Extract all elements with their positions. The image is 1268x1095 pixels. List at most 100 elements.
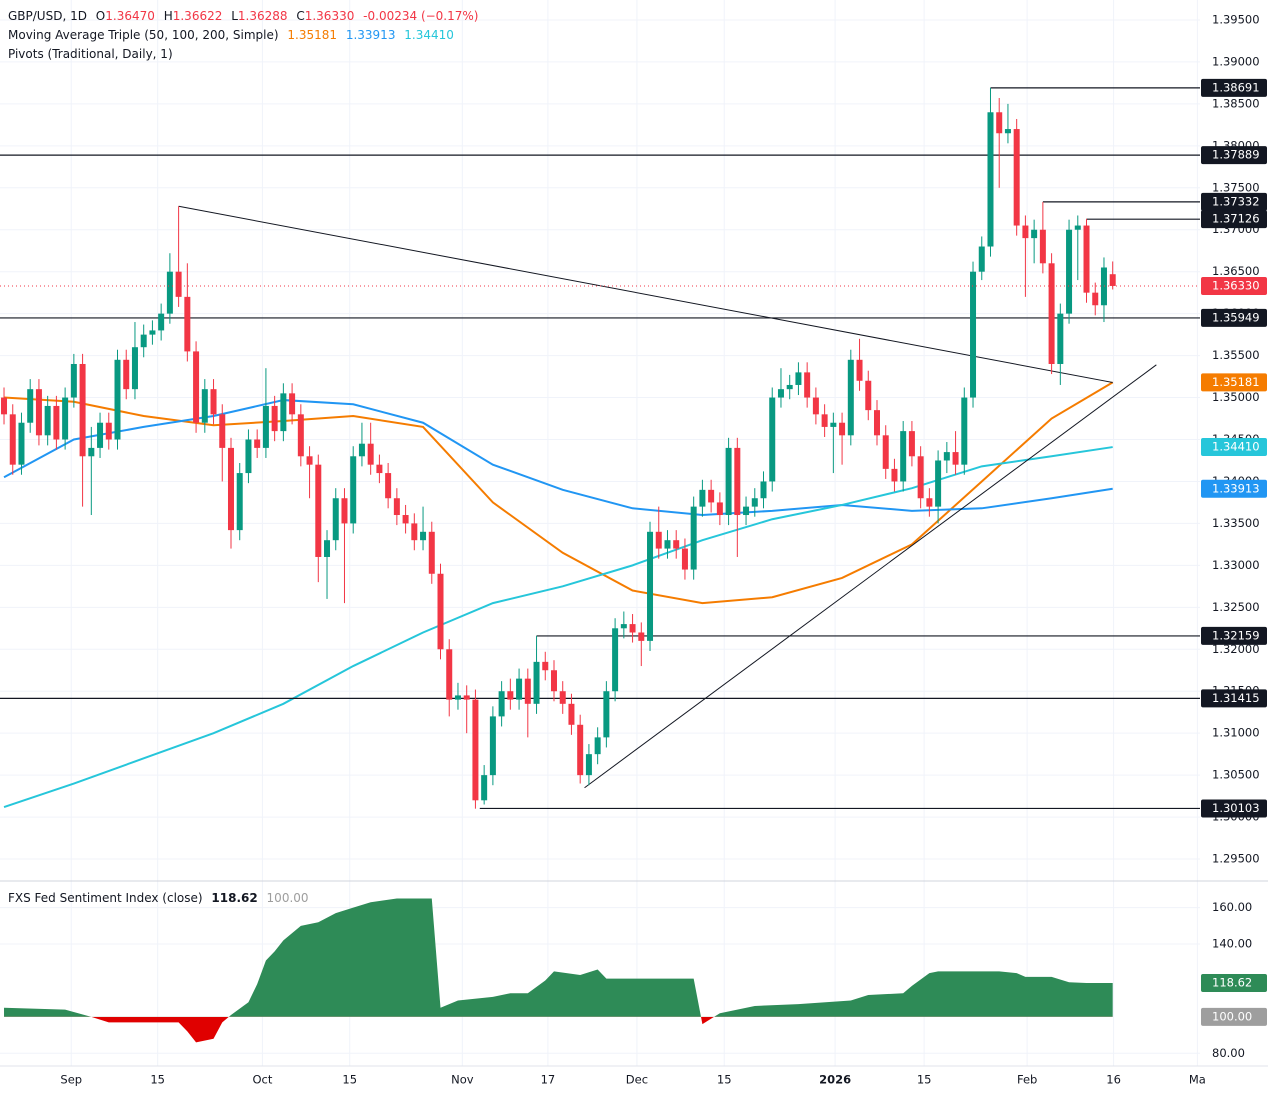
candle-body: [760, 481, 767, 499]
candle-body: [952, 452, 959, 465]
candle-body: [18, 422, 25, 465]
candle-body: [341, 498, 348, 524]
candle-body: [708, 489, 715, 503]
symbol: GBP/USD, 1D: [8, 9, 87, 23]
candle-body: [184, 296, 191, 352]
baseline-value: 100.00: [266, 891, 309, 905]
ohlc-value: 1.36330: [304, 9, 355, 23]
candle-body: [550, 670, 557, 692]
price-badge: [1201, 78, 1267, 97]
candle-body: [970, 271, 977, 398]
candle-body: [1092, 292, 1099, 306]
y-tick-label: 1.32500: [1212, 600, 1260, 614]
candle-body: [716, 502, 723, 516]
y-tick-label: 1.33500: [1212, 516, 1260, 530]
sentiment-legend: FXS Fed Sentiment Index (close) 118.62 1…: [8, 889, 314, 908]
ohlc-letter: H: [163, 9, 173, 23]
candle-body: [1031, 229, 1038, 239]
x-tick-label: Oct: [252, 1073, 272, 1087]
candle-body: [446, 649, 453, 700]
candle-body: [769, 397, 776, 482]
candle-body: [350, 456, 357, 524]
price-badge: [1201, 210, 1267, 229]
candle-body: [777, 389, 784, 398]
sentiment-area-up: [4, 898, 1113, 1017]
candle-body: [882, 435, 889, 469]
ohlc-letter: L: [231, 9, 238, 23]
pivots-title: Pivots (Traditional, Daily, 1): [8, 47, 173, 61]
candle-body: [734, 447, 741, 516]
candle-body: [533, 661, 540, 704]
moving-average: [3, 381, 1114, 605]
x-tick-label: 15: [717, 1073, 732, 1087]
candle-body: [297, 414, 304, 457]
candle-body: [638, 632, 645, 641]
candle-body: [306, 456, 313, 465]
price-badge-label: 118.62: [1212, 975, 1252, 989]
price-badge-label: 1.33913: [1212, 481, 1260, 495]
price-badge: [1201, 276, 1267, 295]
moving-average: [3, 446, 1113, 808]
change: -0.00234 (−0.17%): [363, 9, 479, 23]
legend-row: Pivots (Traditional, Daily, 1): [8, 45, 483, 64]
price-badge-label: 1.30103: [1212, 801, 1260, 815]
price-badge-label: 1.36330: [1212, 278, 1260, 292]
candle-body: [9, 414, 16, 465]
main-legend: GBP/USD, 1D O1.36470 H1.36622 L1.36288 C…: [8, 7, 483, 64]
candle-body: [559, 691, 566, 704]
candle-body: [166, 271, 173, 314]
x-tick-label: 2026: [819, 1073, 851, 1087]
price-badge-label: 1.32159: [1212, 628, 1260, 642]
candle-body: [847, 359, 854, 436]
candle-body: [262, 405, 269, 448]
candle-body: [1074, 225, 1081, 230]
candle-body: [1022, 225, 1029, 239]
candle-body: [393, 498, 400, 516]
trendline: [178, 205, 1113, 383]
candle-body: [498, 691, 505, 717]
candle-body: [943, 452, 950, 461]
price-badge-label: 1.31415: [1212, 691, 1260, 705]
candle-body: [961, 397, 968, 465]
legend-row: GBP/USD, 1D O1.36470 H1.36622 L1.36288 C…: [8, 7, 483, 26]
indicator-value: 118.62: [211, 891, 258, 905]
y-tick-label: 1.39500: [1212, 12, 1260, 26]
ohlc-value: 1.36470: [105, 9, 155, 23]
price-badge: [1201, 479, 1267, 498]
y-tick-label: 160.00: [1212, 900, 1252, 914]
price-badge: [1201, 973, 1267, 992]
candle-body: [507, 691, 514, 700]
candle-body: [27, 389, 34, 423]
candle-body: [1109, 274, 1116, 286]
price-badge-label: 1.37889: [1212, 148, 1260, 162]
candle-body: [376, 464, 383, 474]
candle-body: [585, 754, 592, 776]
candle-body: [673, 540, 680, 549]
x-tick-label: 16: [1106, 1073, 1121, 1087]
candle-body: [1004, 129, 1011, 134]
candle-body: [236, 473, 243, 531]
candle-body: [856, 359, 863, 381]
candle-body: [908, 431, 915, 457]
candle-body: [35, 389, 42, 436]
ma-value: 1.33913: [345, 28, 396, 42]
candle-body: [454, 695, 461, 700]
candle-body: [821, 414, 828, 427]
candle-body: [437, 573, 444, 650]
candle-body: [926, 498, 933, 507]
candle-body: [725, 447, 732, 516]
candle-body: [315, 464, 322, 557]
candle-body: [1048, 263, 1055, 364]
y-tick-label: 1.32000: [1212, 642, 1260, 656]
candle-body: [516, 678, 523, 700]
candle-body: [1066, 229, 1073, 314]
candle-body: [655, 531, 662, 549]
candle-body: [647, 531, 654, 641]
candle-body: [88, 447, 95, 457]
candle-body: [358, 443, 365, 457]
ma-value: 1.34410: [404, 28, 454, 42]
candle-body: [743, 506, 750, 516]
candle-body: [210, 389, 217, 415]
price-badge: [1201, 799, 1267, 818]
